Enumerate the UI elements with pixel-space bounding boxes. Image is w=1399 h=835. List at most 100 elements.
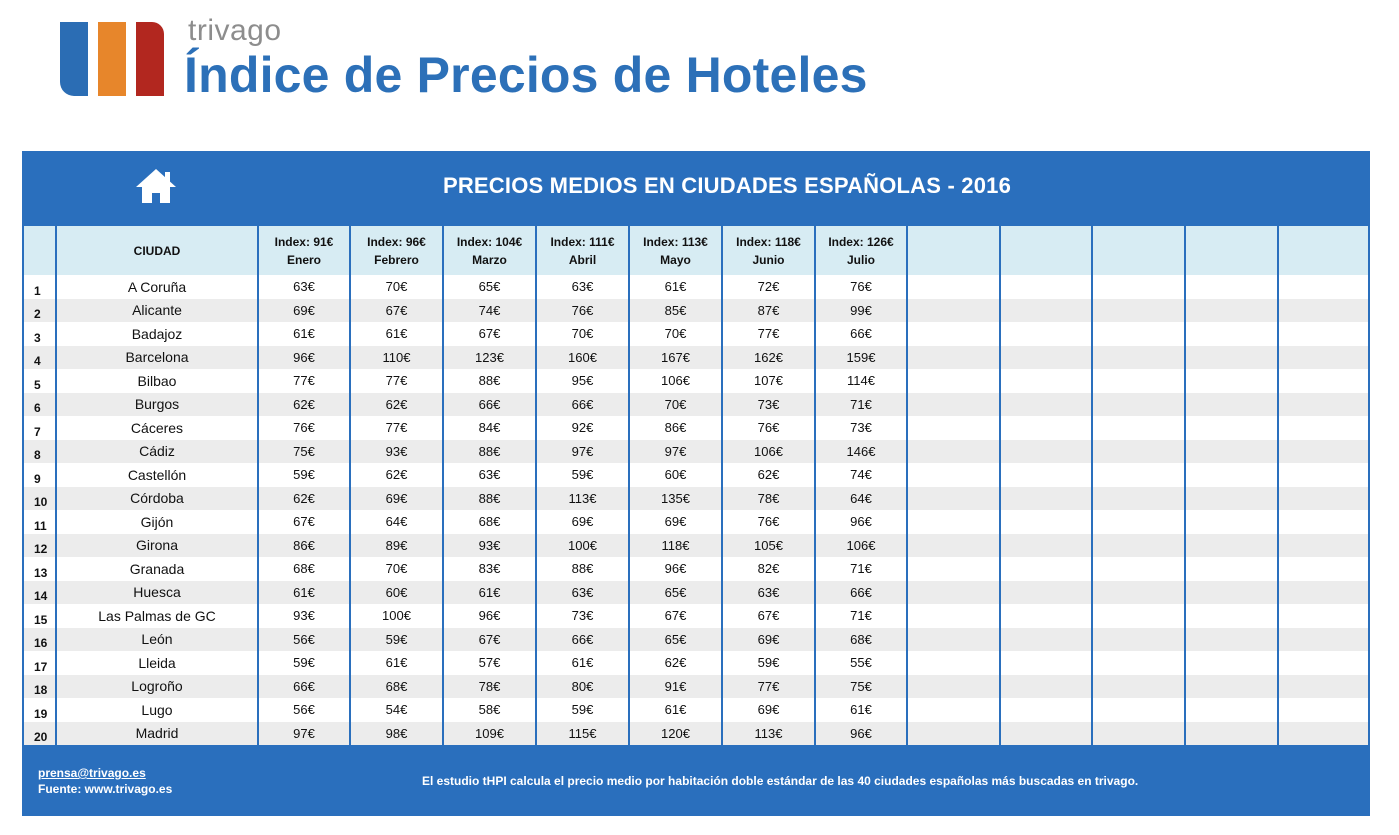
price-cell: 75€ — [815, 674, 908, 698]
price-cell: 77€ — [722, 322, 816, 346]
empty-cell — [1185, 298, 1279, 322]
table-row: 15 Las Palmas de GC 93€ 100€ 96€ 73€ 67€ 67€ 71€ — [24, 604, 1368, 628]
empty-cell — [1000, 533, 1093, 557]
table-row: 10 Córdoba 62€ 69€ 88€ 113€ 135€ 78€ 64€ — [24, 486, 1368, 510]
city-name: Las Palmas de GC — [56, 604, 259, 628]
city-name: Logroño — [56, 674, 259, 698]
empty-cell — [1185, 698, 1279, 722]
month-name: Marzo — [472, 252, 507, 267]
price-cell: 96€ — [629, 557, 723, 581]
price-cell: 69€ — [722, 627, 816, 651]
price-cell: 93€ — [443, 533, 537, 557]
empty-cell — [1185, 580, 1279, 604]
empty-cell — [1278, 675, 1368, 699]
empty-cell — [1278, 698, 1368, 722]
price-cell: 167€ — [629, 345, 723, 369]
header-month-1: Index: 96€ Febrero — [350, 226, 444, 275]
table-row: 8 Cádiz 75€ 93€ 88€ 97€ 97€ 106€ 146€ — [24, 439, 1368, 463]
city-name: Bilbao — [56, 369, 259, 393]
empty-cell — [1185, 627, 1279, 651]
empty-cell — [1185, 674, 1279, 698]
price-cell: 67€ — [443, 627, 537, 651]
empty-cell — [1000, 275, 1093, 299]
price-cell: 109€ — [443, 721, 537, 745]
empty-cell — [907, 369, 1001, 393]
price-cell: 68€ — [258, 557, 351, 581]
price-cell: 67€ — [350, 298, 444, 322]
empty-cell — [1092, 298, 1186, 322]
city-name: Burgos — [56, 392, 259, 416]
empty-cell — [907, 580, 1001, 604]
empty-cell — [1092, 369, 1186, 393]
city-name: Girona — [56, 533, 259, 557]
home-icon[interactable] — [134, 166, 178, 206]
empty-cell — [1185, 604, 1279, 628]
empty-cell — [907, 510, 1001, 534]
empty-cell — [1092, 580, 1186, 604]
price-cell: 66€ — [443, 392, 537, 416]
header-empty — [907, 226, 1001, 275]
empty-cell — [1000, 627, 1093, 651]
empty-cell — [1185, 439, 1279, 463]
price-cell: 68€ — [350, 674, 444, 698]
empty-cell — [1185, 275, 1279, 299]
month-name: Junio — [752, 252, 785, 267]
row-number: 19 — [24, 698, 57, 722]
price-cell: 62€ — [350, 392, 444, 416]
row-number: 4 — [24, 345, 57, 369]
empty-cell — [1000, 651, 1093, 675]
month-index: Index: 96€ — [367, 234, 426, 249]
price-cell: 96€ — [815, 721, 908, 745]
price-cell: 67€ — [443, 322, 537, 346]
empty-cell — [907, 674, 1001, 698]
price-cell: 65€ — [443, 275, 537, 299]
empty-cell — [907, 416, 1001, 440]
price-cell: 88€ — [443, 369, 537, 393]
empty-cell — [907, 698, 1001, 722]
press-email-link[interactable]: prensa@trivago.es — [38, 766, 146, 780]
empty-cell — [1278, 322, 1368, 346]
empty-cell — [1185, 463, 1279, 487]
price-cell: 162€ — [722, 345, 816, 369]
empty-cell — [1278, 299, 1368, 323]
empty-cell — [1278, 369, 1368, 393]
price-cell: 76€ — [722, 416, 816, 440]
empty-cell — [1185, 510, 1279, 534]
price-cell: 59€ — [258, 463, 351, 487]
price-cell: 57€ — [443, 651, 537, 675]
month-name: Julio — [846, 252, 875, 267]
price-cell: 62€ — [258, 486, 351, 510]
empty-cell — [1092, 604, 1186, 628]
price-cell: 76€ — [815, 275, 908, 299]
row-number: 9 — [24, 463, 57, 487]
header-month-4: Index: 113€ Mayo — [629, 226, 723, 275]
header-empty — [1092, 226, 1186, 275]
price-cell: 73€ — [536, 604, 630, 628]
price-cell: 74€ — [443, 298, 537, 322]
price-cell: 60€ — [350, 580, 444, 604]
empty-cell — [1092, 345, 1186, 369]
price-cell: 55€ — [815, 651, 908, 675]
empty-cell — [1092, 322, 1186, 346]
city-name: Alicante — [56, 298, 259, 322]
brand-name: trivago — [188, 14, 282, 47]
empty-cell — [1185, 533, 1279, 557]
table-row: 3 Badajoz 61€ 61€ 67€ 70€ 70€ 77€ 66€ — [24, 322, 1368, 346]
price-cell: 91€ — [629, 674, 723, 698]
price-cell: 70€ — [629, 392, 723, 416]
empty-cell — [1278, 393, 1368, 417]
header-empty — [1278, 226, 1368, 275]
price-cell: 96€ — [443, 604, 537, 628]
price-cell: 56€ — [258, 627, 351, 651]
price-cell: 74€ — [815, 463, 908, 487]
empty-cell — [1278, 346, 1368, 370]
price-cell: 77€ — [258, 369, 351, 393]
price-cell: 92€ — [536, 416, 630, 440]
price-cell: 66€ — [536, 392, 630, 416]
header-empty — [1000, 226, 1093, 275]
row-number: 20 — [24, 721, 57, 745]
empty-cell — [1000, 463, 1093, 487]
row-number: 17 — [24, 651, 57, 675]
price-cell: 68€ — [443, 510, 537, 534]
